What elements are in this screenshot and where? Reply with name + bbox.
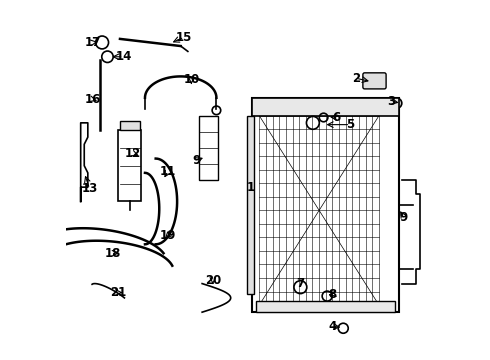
- Bar: [252, 98, 398, 116]
- Text: 12: 12: [124, 147, 141, 160]
- Text: 9: 9: [400, 211, 408, 224]
- Text: 5: 5: [346, 118, 354, 131]
- Bar: [120, 121, 140, 130]
- Text: 13: 13: [81, 183, 98, 195]
- Text: 10: 10: [183, 73, 199, 86]
- Text: 19: 19: [160, 229, 176, 242]
- Text: 9: 9: [193, 154, 201, 167]
- Text: 11: 11: [160, 165, 176, 177]
- Text: 6: 6: [332, 111, 340, 124]
- Bar: [256, 301, 395, 312]
- Text: 14: 14: [115, 50, 132, 63]
- Text: 20: 20: [205, 274, 221, 287]
- Circle shape: [392, 98, 402, 108]
- Text: 1: 1: [246, 181, 254, 194]
- Text: 7: 7: [296, 277, 304, 290]
- Text: 21: 21: [110, 286, 126, 299]
- Text: 3: 3: [388, 95, 395, 108]
- Text: 4: 4: [328, 320, 337, 333]
- Text: 17: 17: [85, 36, 101, 49]
- Text: 15: 15: [176, 31, 193, 44]
- FancyBboxPatch shape: [363, 73, 386, 89]
- Bar: [252, 98, 398, 312]
- Bar: [247, 116, 254, 294]
- Bar: [118, 130, 142, 202]
- Text: 2: 2: [352, 72, 360, 85]
- Text: 8: 8: [328, 288, 337, 301]
- Text: 18: 18: [105, 247, 121, 260]
- Text: 16: 16: [85, 93, 101, 106]
- Bar: [198, 116, 218, 180]
